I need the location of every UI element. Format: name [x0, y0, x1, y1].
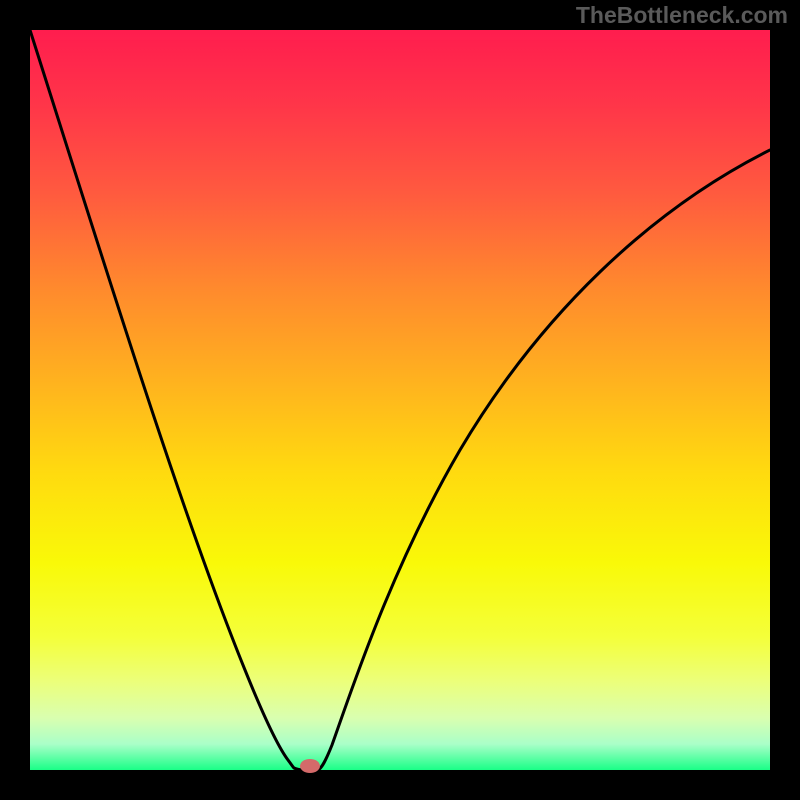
- plot-area: [30, 30, 770, 770]
- bottleneck-curve: [30, 30, 770, 770]
- optimum-marker: [300, 759, 320, 773]
- watermark-text: TheBottleneck.com: [576, 2, 788, 29]
- chart-frame: TheBottleneck.com: [0, 0, 800, 800]
